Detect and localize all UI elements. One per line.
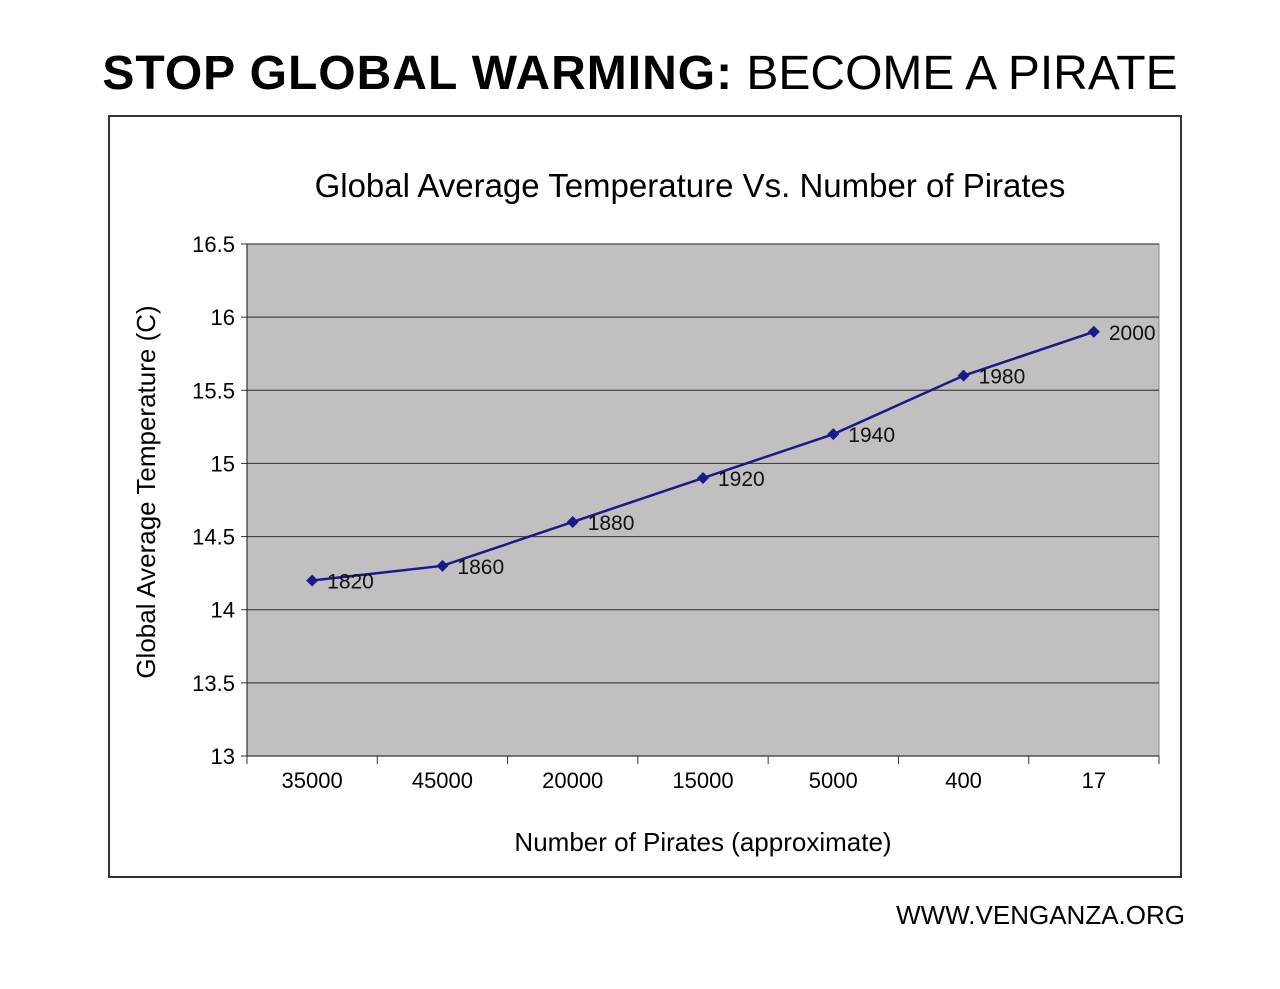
data-label: 1920 — [718, 468, 765, 491]
data-point — [566, 515, 579, 528]
footer-url[interactable]: WWW.VENGANZA.ORG — [896, 900, 1185, 930]
headline: STOP GLOBAL WARMING: BECOME A PIRATE — [0, 46, 1280, 102]
y-tick-label: 13 — [211, 744, 235, 769]
data-label: 1980 — [979, 366, 1026, 389]
data-point — [827, 428, 840, 441]
plot-area — [246, 243, 1160, 757]
x-tick-label: 35000 — [282, 768, 343, 793]
x-axis-label: Number of Pirates (approximate) — [514, 827, 891, 857]
data-point — [1087, 325, 1100, 338]
y-tick-label: 13.5 — [192, 671, 235, 696]
x-tick-label: 20000 — [542, 768, 603, 793]
y-axis-label: Global Average Temperature (C) — [131, 305, 161, 678]
x-tick-label: 400 — [945, 768, 982, 793]
data-point — [306, 574, 319, 587]
y-tick-label: 16.5 — [192, 232, 235, 257]
x-tick-label: 17 — [1082, 768, 1106, 793]
y-tick-label: 16 — [211, 305, 235, 330]
y-tick-label: 15.5 — [192, 378, 235, 403]
data-point — [957, 369, 970, 382]
data-point — [436, 559, 449, 572]
data-label: 1820 — [327, 570, 374, 593]
x-tick-label: 45000 — [412, 768, 473, 793]
chart: 13 13.5 14 14.5 15 15.5 16 16.5 35000 45000 20000… — [131, 167, 1160, 857]
data-label: 1860 — [457, 556, 504, 579]
chart-frame: 13 13.5 14 14.5 15 15.5 16 16.5 35000 45000 20000… — [108, 115, 1182, 878]
y-tick-label: 14.5 — [192, 525, 235, 550]
y-tick-label: 15 — [211, 451, 235, 476]
data-point — [697, 472, 709, 485]
x-tick-label: 5000 — [809, 768, 858, 793]
x-tick-label: 15000 — [672, 768, 733, 793]
y-tick-label: 14 — [211, 598, 235, 623]
headline-normal: BECOME A PIRATE — [746, 47, 1178, 100]
data-label: 2000 — [1109, 322, 1156, 345]
chart-title: Global Average Temperature Vs. Number of… — [315, 167, 1066, 204]
headline-bold: STOP GLOBAL WARMING: — [102, 47, 734, 100]
data-label: 1880 — [588, 512, 635, 535]
data-label: 1940 — [848, 424, 895, 447]
